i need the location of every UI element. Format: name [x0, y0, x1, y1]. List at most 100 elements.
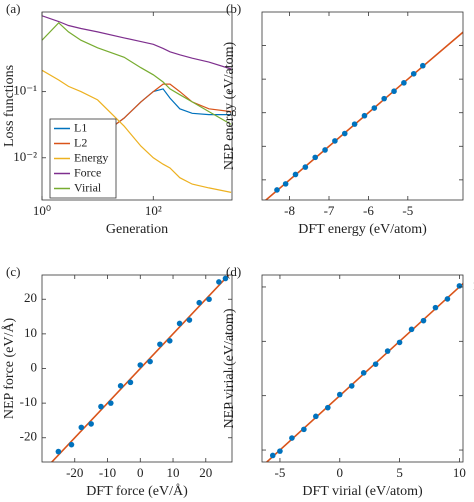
- point: [348, 383, 355, 389]
- x-tick-label: -6: [363, 203, 374, 218]
- point: [360, 370, 367, 376]
- x-tick-label: 20: [199, 465, 212, 480]
- point: [98, 403, 104, 410]
- x-axis-label: DFT energy (eV/atom): [298, 222, 427, 237]
- y-tick-label: -10: [20, 394, 37, 409]
- point: [341, 130, 348, 137]
- panel-label: (d): [226, 264, 241, 279]
- point: [301, 426, 307, 433]
- y-tick-label: 0: [31, 359, 38, 374]
- point: [274, 187, 280, 193]
- loss-line: [42, 69, 232, 193]
- point: [137, 362, 144, 368]
- y-axis-label: NEP force (eV/Å): [1, 318, 17, 420]
- panel-label: (a): [6, 1, 20, 16]
- point: [322, 147, 328, 153]
- panel-label: (b): [226, 1, 241, 16]
- point: [420, 62, 426, 69]
- point: [381, 95, 387, 102]
- point: [391, 88, 397, 95]
- point: [166, 337, 173, 344]
- point: [432, 304, 439, 311]
- loss-line: [42, 15, 232, 70]
- point: [292, 171, 299, 178]
- plot-area: [265, 282, 463, 462]
- axes-frame: [261, 11, 464, 201]
- point: [371, 105, 378, 111]
- point: [289, 435, 295, 441]
- point: [157, 341, 163, 348]
- point: [456, 283, 463, 289]
- panel-label: (c): [6, 264, 20, 279]
- y-tick-label: 10⁻²: [13, 149, 37, 164]
- point: [107, 400, 114, 406]
- x-tick-label: 10: [453, 465, 466, 480]
- y-axis-label: NEP virial (eV/atom): [222, 308, 237, 428]
- x-tick-label: -5: [275, 465, 286, 480]
- point: [282, 181, 289, 187]
- point: [196, 299, 203, 306]
- x-tick-label: 0: [137, 465, 144, 480]
- point: [68, 441, 75, 448]
- point: [127, 379, 134, 386]
- y-tick-label: 10: [473, 278, 474, 293]
- y-tick-label: -20: [20, 429, 37, 444]
- point: [361, 112, 368, 119]
- legend-label: Energy: [74, 150, 108, 164]
- point: [336, 391, 343, 398]
- y-axis-label: NEP energy (eV/atom): [222, 42, 237, 171]
- legend-label: Virial: [74, 180, 102, 194]
- point: [206, 296, 212, 303]
- point: [420, 317, 427, 324]
- x-tick-label: -8: [284, 203, 295, 218]
- plot-area: [50, 275, 230, 462]
- point: [351, 121, 358, 127]
- plot-area: [264, 31, 463, 200]
- point: [410, 70, 417, 77]
- point: [186, 317, 193, 323]
- point: [408, 326, 415, 333]
- point: [117, 383, 124, 389]
- x-tick-label: 5: [396, 465, 403, 480]
- point: [312, 154, 319, 161]
- x-tick-label: 10: [167, 465, 180, 480]
- y-tick-label: 20: [24, 290, 37, 305]
- x-tick-label: -20: [66, 465, 83, 480]
- loss-line: [42, 21, 232, 125]
- point: [55, 448, 62, 455]
- axes-frame: [261, 274, 464, 463]
- y-tick-label: 10: [24, 325, 37, 340]
- x-tick-label: -7: [324, 203, 335, 218]
- legend-label: L2: [74, 135, 87, 149]
- point: [401, 80, 407, 86]
- x-tick-label: 10²: [145, 203, 162, 218]
- point: [302, 164, 309, 170]
- point: [88, 421, 94, 427]
- legend-label: Force: [74, 165, 101, 179]
- point: [372, 361, 379, 367]
- axes-frame: [41, 11, 233, 201]
- x-axis-label: DFT force (eV/Å): [86, 483, 188, 499]
- x-tick-label: -5: [402, 203, 413, 218]
- x-tick-label: 0: [337, 465, 344, 480]
- axes-frame: [41, 274, 233, 463]
- y-tick-label: 10⁻¹: [13, 83, 37, 98]
- point: [313, 413, 319, 420]
- point: [222, 275, 229, 282]
- point: [147, 358, 153, 365]
- point: [384, 348, 391, 354]
- x-axis-label: DFT virial (eV/atom): [302, 484, 423, 499]
- point: [332, 138, 338, 144]
- legend-label: L1: [74, 120, 87, 134]
- point: [396, 339, 403, 346]
- point: [216, 279, 222, 285]
- x-tick-label: -10: [99, 465, 116, 480]
- point: [325, 404, 331, 411]
- point: [176, 320, 183, 327]
- x-tick-label: 10⁰: [33, 203, 51, 218]
- point: [277, 448, 283, 454]
- point: [444, 296, 451, 302]
- point: [78, 424, 85, 431]
